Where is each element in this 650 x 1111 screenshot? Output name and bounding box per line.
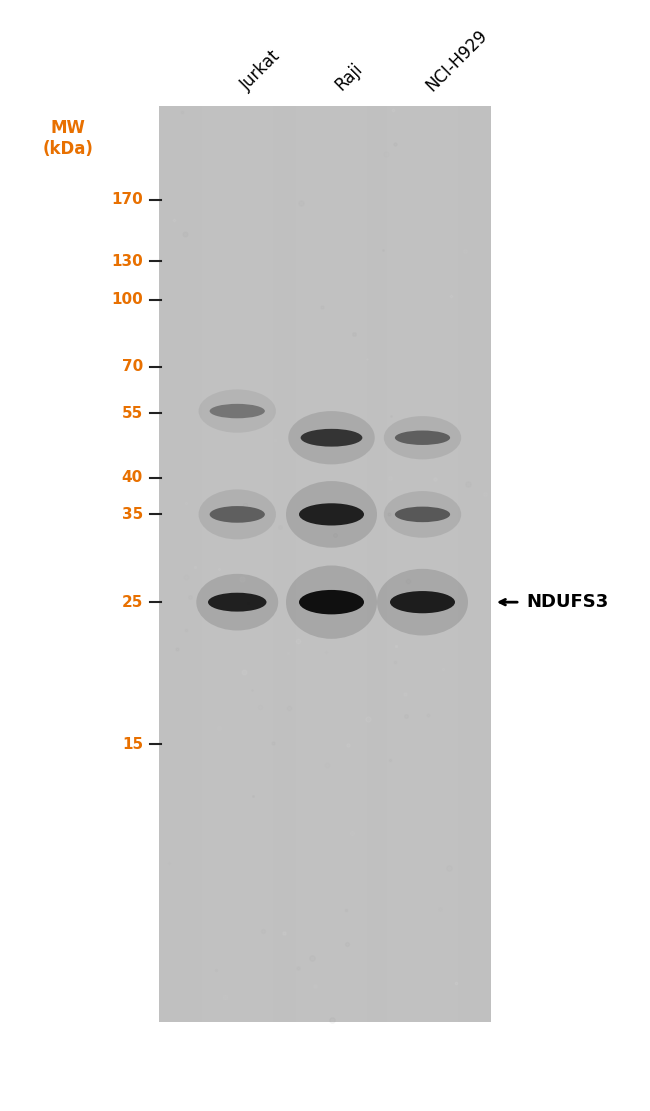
- Text: 25: 25: [122, 594, 143, 610]
- Text: 170: 170: [111, 192, 143, 208]
- Ellipse shape: [286, 481, 377, 548]
- Bar: [159, 106, 491, 1022]
- Ellipse shape: [209, 507, 265, 522]
- Text: 100: 100: [111, 292, 143, 308]
- Ellipse shape: [395, 431, 450, 446]
- Text: 35: 35: [122, 507, 143, 522]
- Ellipse shape: [288, 411, 374, 464]
- Text: 130: 130: [111, 253, 143, 269]
- Ellipse shape: [286, 565, 377, 639]
- Text: Jurkat: Jurkat: [237, 48, 284, 94]
- Bar: [387, 106, 458, 1022]
- Ellipse shape: [384, 491, 462, 538]
- Ellipse shape: [377, 569, 468, 635]
- Text: 40: 40: [122, 470, 143, 486]
- Ellipse shape: [390, 591, 455, 613]
- Ellipse shape: [196, 573, 278, 630]
- Text: Raji: Raji: [332, 60, 366, 94]
- Ellipse shape: [209, 404, 265, 419]
- Ellipse shape: [395, 507, 450, 522]
- Ellipse shape: [384, 417, 462, 460]
- Ellipse shape: [300, 429, 363, 447]
- Ellipse shape: [199, 489, 276, 539]
- Bar: [202, 106, 273, 1022]
- Ellipse shape: [199, 390, 276, 433]
- Bar: [296, 106, 367, 1022]
- Text: NCI-H929: NCI-H929: [422, 26, 491, 94]
- Text: MW
(kDa): MW (kDa): [43, 120, 94, 158]
- Text: 70: 70: [122, 359, 143, 374]
- Ellipse shape: [299, 590, 364, 614]
- Text: NDUFS3: NDUFS3: [526, 593, 609, 611]
- Ellipse shape: [208, 593, 266, 612]
- Text: 55: 55: [122, 406, 143, 421]
- Text: 15: 15: [122, 737, 143, 752]
- Ellipse shape: [299, 503, 364, 526]
